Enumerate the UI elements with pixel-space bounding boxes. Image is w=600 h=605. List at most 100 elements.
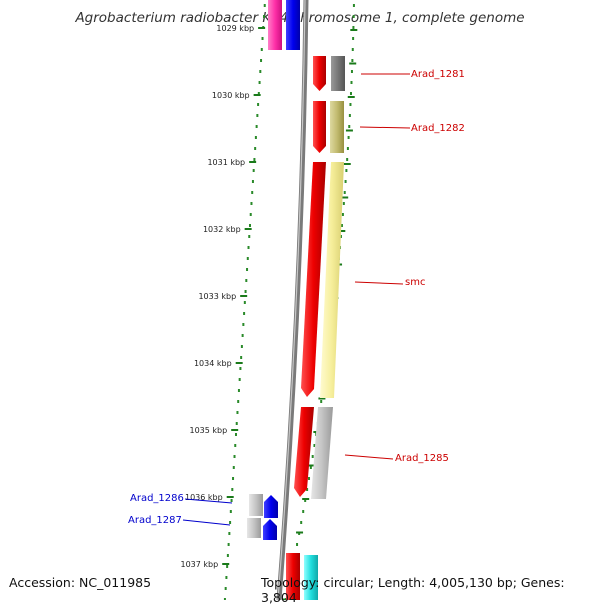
label-arad1281[interactable]: Arad_1281 bbox=[411, 69, 465, 80]
inner-ruler-dot bbox=[254, 147, 257, 150]
inner-ruler-dot bbox=[248, 235, 251, 238]
feature-red-bottom bbox=[286, 553, 300, 600]
gene-arad1287-arrow bbox=[263, 519, 277, 540]
inner-ruler-dot bbox=[261, 37, 264, 40]
label-arad1286[interactable]: Arad_1286 bbox=[130, 493, 184, 504]
ruler-tick-label: 1033 kbp bbox=[198, 292, 236, 301]
inner-ruler-dot bbox=[255, 125, 258, 128]
outer-ruler-dot bbox=[344, 180, 347, 183]
inner-ruler-dot bbox=[263, 4, 266, 7]
ruler-tick-label: 1031 kbp bbox=[207, 158, 245, 167]
inner-ruler-dot bbox=[260, 59, 263, 62]
ruler-tick-label: 1030 kbp bbox=[212, 91, 250, 100]
outer-ruler-dot bbox=[347, 136, 350, 139]
topology-text: Topology: circular; Length: 4,005,130 bp… bbox=[261, 575, 565, 605]
inner-ruler-dot bbox=[251, 191, 254, 194]
leader-smc bbox=[354, 281, 404, 285]
inner-ruler-dot bbox=[243, 301, 246, 304]
label-arad1285[interactable]: Arad_1285 bbox=[395, 453, 449, 464]
inner-ruler-dot bbox=[243, 312, 246, 315]
inner-ruler-dot bbox=[226, 554, 229, 557]
inner-ruler-dot bbox=[235, 422, 238, 425]
inner-ruler-dot bbox=[254, 136, 257, 139]
feature-magenta-top bbox=[268, 0, 282, 50]
inner-ruler-dot bbox=[236, 411, 239, 414]
outer-ruler-dot bbox=[352, 4, 355, 7]
outer-ruler-dot bbox=[306, 488, 309, 491]
outer-ruler-dot bbox=[340, 224, 343, 227]
ruler-tick-label: 1032 kbp bbox=[203, 225, 241, 234]
inner-ruler-dot bbox=[240, 345, 243, 348]
outer-ruler-dot bbox=[350, 81, 353, 84]
inner-ruler-dot bbox=[259, 70, 262, 73]
inner-ruler-dot bbox=[250, 202, 253, 205]
label-smc[interactable]: smc bbox=[405, 277, 425, 288]
feature-blue-top bbox=[286, 0, 300, 50]
gene-arad1282-arrow bbox=[313, 101, 326, 153]
genome-backbone bbox=[276, 0, 309, 600]
outer-ruler-dot bbox=[343, 191, 346, 194]
label-arad1282[interactable]: Arad_1282 bbox=[411, 123, 465, 134]
inner-ruler-dot bbox=[241, 334, 244, 337]
inner-ruler-dot bbox=[231, 488, 234, 491]
label-arad1287[interactable]: Arad_1287 bbox=[128, 515, 182, 526]
gene-smc-cds bbox=[320, 162, 344, 398]
inner-ruler-dot bbox=[240, 356, 243, 359]
inner-ruler-dot bbox=[257, 92, 260, 95]
genome-backbone-highlight bbox=[277, 0, 306, 600]
gene-arad1285-cds bbox=[311, 407, 333, 499]
gene-arad1287-cds bbox=[247, 518, 261, 538]
outer-ruler-dot bbox=[349, 103, 352, 106]
inner-ruler-dot bbox=[237, 400, 240, 403]
outer-ruler-dot bbox=[352, 26, 355, 29]
inner-ruler-dot bbox=[246, 268, 249, 271]
gene-arad1285-arrow bbox=[294, 407, 314, 497]
gene-arad1281-arrow bbox=[313, 56, 326, 91]
gene-arad1286-cds bbox=[249, 494, 263, 516]
gene-arad1286-arrow bbox=[264, 495, 278, 518]
inner-ruler-dot bbox=[234, 433, 237, 436]
gene-arad1282-cds bbox=[330, 101, 344, 153]
inner-ruler-dot bbox=[262, 15, 265, 18]
outer-ruler-dot bbox=[308, 477, 311, 480]
inner-ruler-dot bbox=[229, 521, 232, 524]
inner-ruler-dot bbox=[258, 81, 261, 84]
inner-ruler-dot bbox=[242, 323, 245, 326]
inner-ruler-dot bbox=[232, 466, 235, 469]
inner-ruler-dot bbox=[229, 510, 232, 513]
inner-ruler-dot bbox=[225, 576, 228, 579]
inner-ruler-dot bbox=[234, 444, 237, 447]
inner-ruler-dot bbox=[232, 477, 235, 480]
gene-arad1281-cds bbox=[331, 56, 345, 91]
leader-arad1282 bbox=[359, 126, 411, 129]
ruler-tick-label: 1029 kbp bbox=[216, 24, 254, 33]
inner-ruler-dot bbox=[228, 532, 231, 535]
inner-ruler-dot bbox=[252, 169, 255, 172]
inner-ruler-dot bbox=[247, 246, 250, 249]
outer-ruler-dot bbox=[300, 521, 303, 524]
inner-ruler-dot bbox=[260, 48, 263, 51]
outer-ruler-dot bbox=[342, 202, 345, 205]
ruler-tick-label: 1035 kbp bbox=[189, 426, 227, 435]
gene-smc-arrow bbox=[301, 162, 326, 397]
inner-ruler-dot bbox=[257, 103, 260, 106]
outer-ruler-dot bbox=[348, 114, 351, 117]
outer-ruler-dot bbox=[351, 59, 354, 62]
inner-ruler-dot bbox=[256, 114, 259, 117]
outer-ruler-dot bbox=[304, 499, 307, 502]
inner-ruler-dot bbox=[233, 455, 236, 458]
inner-ruler-dot bbox=[227, 543, 230, 546]
outer-ruler-dot bbox=[313, 444, 316, 447]
inner-ruler-dot bbox=[248, 224, 251, 227]
inner-ruler-dot bbox=[238, 378, 241, 381]
inner-ruler-dot bbox=[237, 389, 240, 392]
inner-ruler-dot bbox=[224, 587, 227, 590]
outer-ruler-dot bbox=[320, 400, 323, 403]
inner-ruler-dot bbox=[251, 180, 254, 183]
outer-ruler-dot bbox=[302, 510, 305, 513]
outer-ruler-dot bbox=[348, 125, 351, 128]
leader-arad1286 bbox=[184, 498, 233, 504]
outer-ruler-dot bbox=[352, 37, 355, 40]
inner-ruler-dot bbox=[253, 158, 256, 161]
